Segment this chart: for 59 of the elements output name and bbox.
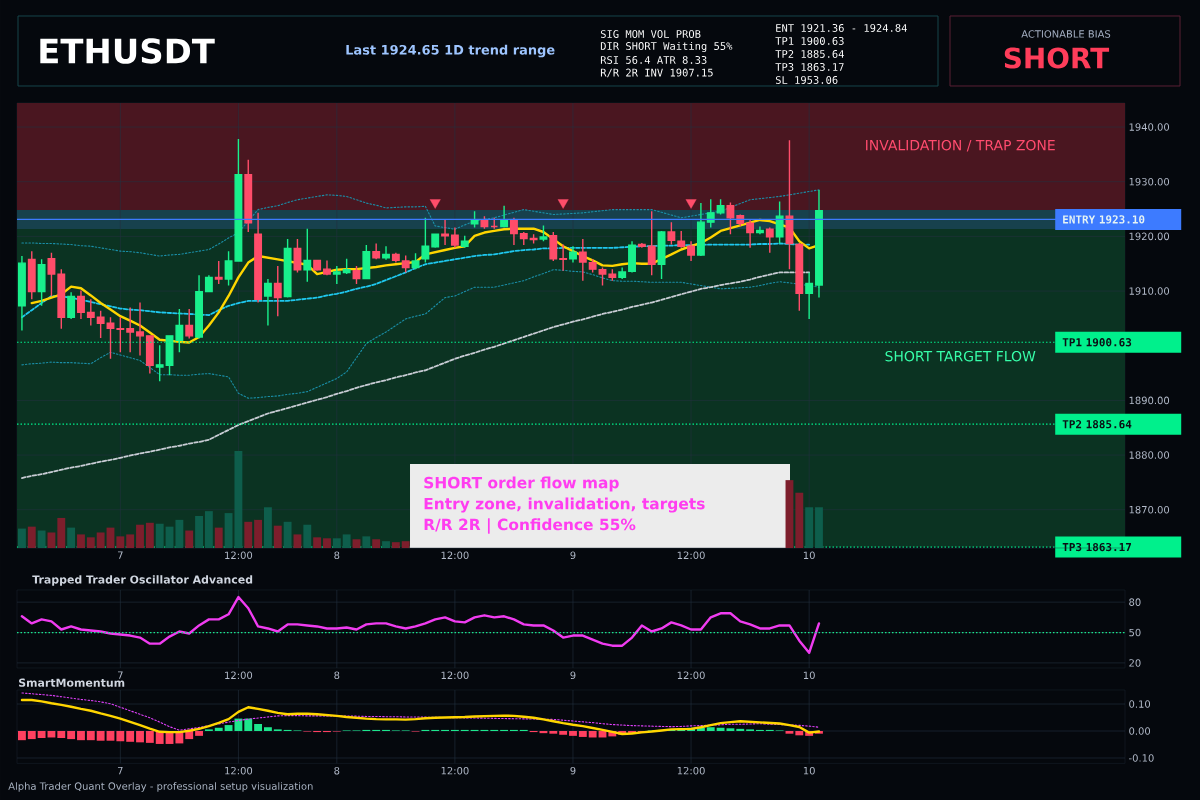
ref-line-label: TP1 1900.63 — [1062, 338, 1132, 347]
x-tick-label: 9 — [570, 766, 576, 775]
y-tick-label: 50 — [1129, 628, 1141, 637]
y-tick-label: 0.00 — [1129, 727, 1151, 735]
x-tick-label: 8 — [334, 766, 340, 775]
x-tick-label: 8 — [334, 551, 340, 560]
x-tick-label: 9 — [570, 671, 576, 680]
x-tick-label: 12:00 — [225, 551, 253, 560]
x-tick-label: 12:00 — [677, 766, 705, 775]
chart-title: SmartMomentum — [18, 678, 125, 687]
y-tick-label: 1930.00 — [1129, 177, 1170, 186]
x-tick-label: 8 — [334, 671, 340, 680]
text: TP3 1863.17 — [775, 63, 844, 71]
band-label: SHORT TARGET FLOW — [885, 350, 1036, 362]
ref-line-label: TP3 1863.17 — [1062, 542, 1131, 552]
chart-title: Trapped Trader Oscillator Advanced — [32, 575, 253, 586]
annotation: R/R 2R | Confidence 55% — [424, 518, 636, 534]
x-tick-label: 7 — [117, 766, 123, 775]
x-tick-label: 10 — [803, 551, 815, 560]
x-tick-label: 12:00 — [225, 671, 253, 680]
text: DIR SHORT Waiting 55% — [600, 41, 733, 53]
x-tick-label: 10 — [803, 766, 815, 775]
x-tick-label: 9 — [570, 551, 576, 560]
x-tick-label: 12:00 — [677, 551, 705, 560]
text: ENT 1921.36 - 1924.84 — [776, 24, 907, 32]
annotation: Entry zone, invalidation, targets — [424, 497, 705, 513]
y-tick-label: 80 — [1129, 598, 1141, 606]
y-tick-label: 0.10 — [1129, 700, 1151, 708]
y-tick-label: 1920.00 — [1129, 232, 1170, 241]
x-tick-label: 7 — [117, 671, 123, 679]
band-label: INVALIDATION / TRAP ZONE — [866, 139, 1055, 152]
text: ACTIONABLE BIAS — [1021, 30, 1111, 38]
x-tick-label: 12:00 — [225, 766, 253, 775]
y-tick-label: 1890.00 — [1129, 396, 1170, 405]
chart-subtitle: Last 1924.65 1D trend range — [346, 44, 555, 58]
text: TP2 1885.64 — [775, 50, 844, 58]
x-tick-label: 12:00 — [677, 671, 705, 680]
text: TP1 1900.63 — [775, 37, 844, 45]
y-tick-label: 1910.00 — [1129, 287, 1170, 295]
x-tick-label: 12:00 — [441, 551, 469, 560]
x-tick-label: 10 — [803, 671, 815, 680]
y-tick-label: 1880.00 — [1129, 451, 1170, 459]
ref-line-label: ENTRY 1923.10 — [1063, 215, 1145, 224]
chart-title: ETHUSDT — [40, 38, 215, 64]
y-tick-label: 20 — [1129, 659, 1141, 667]
text: RSI 56.4 ATR 8.33 — [600, 56, 707, 64]
y-tick-label: 1940.00 — [1129, 123, 1170, 131]
text: SL 1953.06 — [775, 76, 838, 84]
text: R/R 2R INV 1907.15 — [600, 68, 713, 78]
ref-line-label: TP2 1885.64 — [1062, 420, 1132, 429]
annotation: SHORT order flow map — [424, 476, 619, 492]
y-tick-label: 1870.00 — [1129, 505, 1170, 514]
text: SHORT — [1004, 47, 1110, 69]
text: SIG MOM VOL PROB — [600, 30, 701, 38]
y-tick-label: -0.10 — [1129, 754, 1154, 762]
x-tick-label: 12:00 — [441, 671, 469, 680]
x-tick-label: 12:00 — [441, 766, 469, 775]
text: Alpha Trader Quant Overlay - professional setup visualization — [8, 782, 313, 792]
x-tick-label: 7 — [117, 551, 123, 559]
